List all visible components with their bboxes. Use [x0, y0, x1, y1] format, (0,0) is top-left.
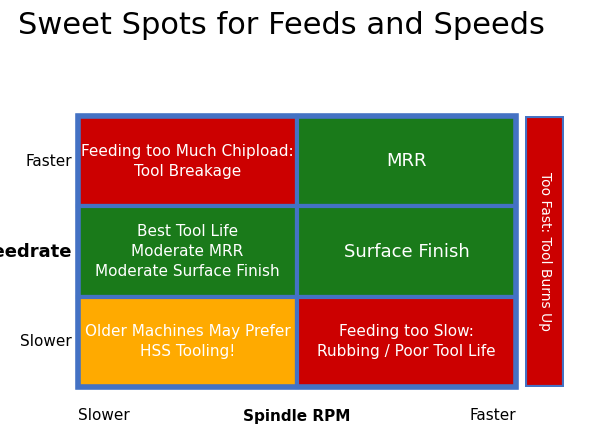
Text: Feeding too Slow:
Rubbing / Poor Tool Life: Feeding too Slow: Rubbing / Poor Tool Li…	[317, 325, 496, 359]
Text: MRR: MRR	[386, 152, 427, 170]
Bar	[297, 116, 516, 206]
Bar	[297, 297, 516, 387]
Bar	[78, 297, 297, 387]
Text: Older Machines May Prefer
HSS Tooling!: Older Machines May Prefer HSS Tooling!	[85, 325, 290, 359]
Text: Faster: Faster	[25, 154, 72, 169]
Text: Feeding too Much Chipload:
Tool Breakage: Feeding too Much Chipload: Tool Breakage	[81, 144, 294, 178]
Text: Spindle RPM: Spindle RPM	[244, 408, 350, 424]
Text: Slower: Slower	[78, 408, 130, 424]
Text: Sweet Spots for Feeds and Speeds: Sweet Spots for Feeds and Speeds	[18, 11, 545, 40]
Bar	[297, 206, 516, 297]
Text: Best Tool Life
Moderate MRR
Moderate Surface Finish: Best Tool Life Moderate MRR Moderate Sur…	[95, 224, 280, 279]
Text: Slower: Slower	[20, 335, 72, 350]
Text: Feedrate: Feedrate	[0, 243, 72, 261]
Text: Surface Finish: Surface Finish	[344, 243, 469, 261]
Text: Faster: Faster	[469, 408, 516, 424]
Text: Too Fast: Tool Burns Up: Too Fast: Tool Burns Up	[538, 172, 551, 331]
Bar	[78, 116, 297, 206]
Bar	[78, 206, 297, 297]
